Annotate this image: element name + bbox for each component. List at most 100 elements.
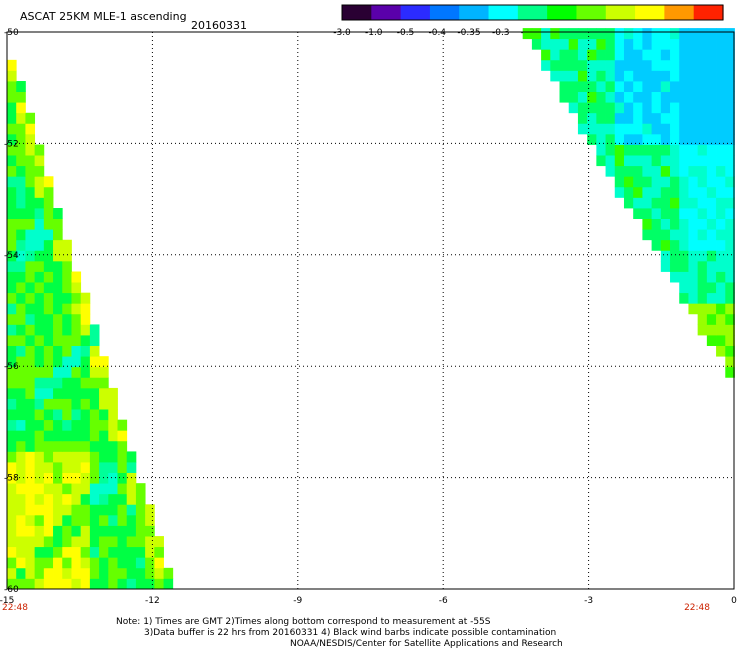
data-cell: [99, 493, 109, 505]
data-cell: [89, 345, 100, 357]
data-cell: [697, 313, 708, 325]
data-cell: [541, 38, 551, 50]
data-cell: [145, 504, 155, 516]
data-cell: [7, 176, 17, 188]
x-tick-label: -9: [293, 596, 302, 606]
data-cell: [679, 260, 689, 272]
data-cell: [716, 292, 726, 304]
data-cell: [34, 303, 45, 315]
data-cell: [7, 536, 17, 548]
data-cell: [651, 28, 662, 40]
data-cell: [25, 578, 36, 590]
data-cell: [706, 176, 717, 188]
data-cell: [53, 398, 63, 410]
data-cell: [43, 377, 54, 389]
data-cell: [725, 123, 735, 135]
data-cell: [541, 59, 551, 71]
data-cell: [43, 218, 54, 230]
data-cell: [7, 377, 17, 389]
data-cell: [660, 144, 671, 156]
data-cell: [7, 578, 17, 590]
y-tick-label: -52: [4, 139, 19, 149]
data-cell: [7, 387, 17, 399]
data-cell: [568, 91, 579, 103]
data-cell: [62, 345, 72, 357]
data-cell: [71, 292, 82, 304]
data-cell: [62, 493, 72, 505]
data-cell: [706, 218, 717, 230]
data-cell: [34, 260, 45, 272]
data-cell: [679, 186, 689, 198]
data-cell: [605, 123, 616, 135]
data-cell: [34, 335, 45, 346]
data-cell: [697, 303, 708, 315]
data-cell: [99, 398, 109, 410]
data-cell: [16, 483, 26, 495]
data-cell: [7, 197, 17, 209]
data-cell: [34, 229, 45, 241]
data-cell: [7, 218, 17, 230]
data-cell: [596, 133, 606, 145]
data-cell: [697, 112, 708, 124]
data-cell: [706, 186, 717, 198]
data-cell: [25, 504, 36, 516]
data-cell: [80, 377, 91, 389]
data-cell: [587, 112, 597, 124]
y-tick-label: -58: [4, 474, 19, 484]
data-cell: [716, 133, 726, 145]
data-cell: [660, 49, 671, 61]
data-cell: [34, 514, 45, 526]
data-cell: [108, 514, 118, 526]
data-cell: [117, 536, 128, 548]
data-cell: [706, 91, 717, 103]
data-cell: [550, 28, 560, 40]
data-cell: [679, 271, 689, 283]
data-cell: [7, 324, 17, 336]
data-cell: [725, 366, 735, 378]
data-cell: [126, 567, 137, 579]
data-cell: [16, 112, 26, 124]
data-cell: [725, 356, 735, 368]
data-cell: [7, 430, 17, 442]
data-cell: [642, 49, 653, 61]
data-cell: [25, 366, 36, 378]
data-cell: [99, 451, 109, 463]
data-cell: [34, 430, 45, 442]
data-cell: [80, 335, 91, 346]
data-cell: [25, 335, 36, 346]
data-cell: [89, 504, 100, 516]
data-cell: [7, 70, 17, 82]
data-cell: [62, 451, 72, 463]
data-cell: [596, 112, 606, 124]
data-cell: [679, 144, 689, 156]
colorbar-label: -0.4: [428, 28, 446, 38]
data-cell: [7, 419, 17, 431]
data-cell: [25, 271, 36, 283]
data-cell: [16, 472, 26, 484]
data-cell: [605, 70, 616, 82]
data-cell: [706, 112, 717, 124]
data-cell: [725, 176, 735, 188]
data-cell: [71, 356, 82, 368]
data-cell: [651, 208, 662, 219]
data-cell: [71, 493, 82, 505]
data-cell: [99, 387, 109, 399]
data-cell: [7, 123, 17, 135]
data-cell: [43, 313, 54, 325]
data-cell: [62, 525, 72, 537]
data-cell: [577, 112, 588, 124]
data-cell: [596, 81, 606, 92]
data-cell: [7, 504, 17, 516]
data-cell: [43, 419, 54, 431]
data-cell: [43, 567, 54, 579]
x-tick-label: -12: [145, 596, 160, 606]
data-cell: [660, 239, 671, 251]
data-cell: [53, 483, 63, 495]
data-cell: [706, 335, 717, 346]
data-cell: [62, 557, 72, 569]
data-cell: [34, 398, 45, 410]
data-cell: [7, 313, 17, 325]
data-cell: [89, 567, 100, 579]
data-cell: [53, 493, 63, 505]
data-cell: [62, 546, 72, 558]
